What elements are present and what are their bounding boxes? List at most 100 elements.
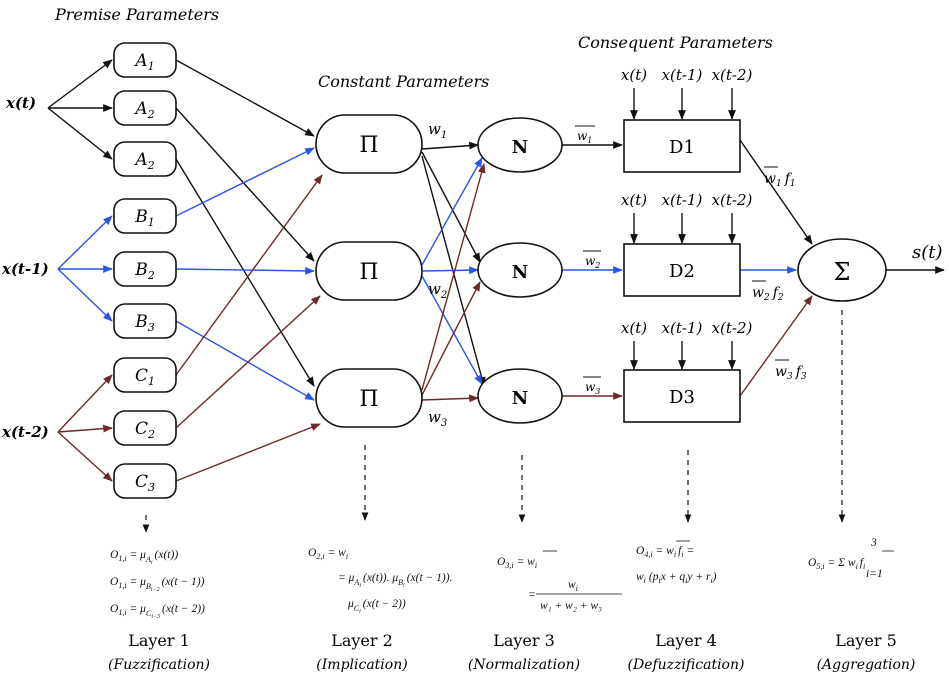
svg-text:D2: D2 (669, 261, 695, 282)
layer-name-2: Layer 2 (331, 631, 393, 650)
input-x-t-2: x(t-2) (1, 423, 49, 441)
connection-arrow (175, 158, 315, 387)
sigma-symbol: Σ (834, 258, 851, 286)
weight-w2: w2 (428, 280, 447, 301)
layer1-node-a2-1: A2 (113, 90, 177, 126)
pi-node-3: Π (315, 368, 423, 428)
svg-text:w1: w1 (577, 129, 592, 145)
pi-symbol-2: Π (359, 260, 378, 285)
consequent-input-label: x(t-2) (712, 191, 753, 209)
consequent-input-label: x(t) (621, 66, 647, 84)
consequent-input-labels: x(t) x(t-1) x(t-2) x(t) x(t-1) x(t-2) x(t) x(t-… (621, 66, 753, 337)
layer-desc-1: (Fuzzification) (108, 657, 210, 673)
svg-text:=: = (528, 589, 536, 601)
connection-arrow (739, 139, 813, 245)
norm-weight-3: w3 (583, 376, 601, 396)
layer-desc-4: (Defuzzification) (628, 657, 745, 673)
layer1-equations: O1,i = μAi(x(t)) O1,i = μBi−2(x(t − 1)) O1… (110, 549, 205, 620)
layer1-node-label: B1 (134, 207, 155, 229)
layer1-nodes: A1 A2 A2 B1 B2 B3 C1 C2 C3 (113, 42, 177, 499)
n-node-2: N (477, 242, 563, 298)
connection-arrow (57, 268, 113, 322)
pi-symbol-3: Π (359, 387, 378, 412)
weight-w1: w1 (428, 120, 447, 141)
defuzz-node-d1: D1 (623, 119, 741, 173)
premise-parameters-header: Premise Parameters (54, 5, 219, 24)
layer1-node-c1-6: C1 (113, 357, 177, 393)
input-x-t-1: x(t-1) (1, 260, 49, 278)
layer-name-3: Layer 3 (493, 631, 555, 650)
connection-arrow (47, 107, 113, 160)
connection-arrow (175, 320, 315, 401)
svg-text:O1,i= μBi−2(x(t − 1)): O1,i = μBi−2(x(t − 1)) (110, 576, 205, 593)
layer1-node-label: B2 (134, 260, 155, 282)
connection-arrow (57, 215, 113, 270)
connection-arrow (47, 59, 113, 109)
consequent-input-label: x(t-1) (662, 66, 703, 84)
layer-desc-5: (Aggregation) (817, 657, 916, 673)
layer-labels: Layer 1 (Fuzzification) Layer 2 (Implicatio… (108, 631, 915, 673)
connection-arrow (421, 266, 479, 275)
layer4-equations: O4,i = wi fi = wi (pix + qiy + ri) (636, 540, 717, 585)
layer1-node-label: A2 (133, 99, 154, 121)
connection-arrow (57, 374, 113, 433)
svg-text:D1: D1 (669, 137, 695, 158)
svg-text:μCi(x(t − 2)): μCi(x(t − 2)) (347, 598, 406, 615)
svg-text:i=1: i=1 (866, 568, 883, 580)
output-label-2: w2 f2 (752, 280, 784, 303)
consequent-input-label: x(t-2) (712, 319, 753, 337)
layer1-node-label: C2 (135, 419, 155, 441)
svg-text:w3: w3 (585, 380, 600, 396)
svg-text:O3,i= wi: O3,i = wi (497, 556, 537, 570)
layer1-node-label: A1 (133, 51, 154, 73)
connection-arrow (57, 424, 113, 433)
norm-weight-2: w2 (583, 250, 601, 270)
layer-desc-2: (Implication) (316, 657, 407, 673)
connection-arrow (421, 394, 479, 403)
connection-arrow (175, 266, 315, 275)
svg-text:3: 3 (870, 537, 877, 549)
svg-text:wi(pix + qiy + ri): wi (pix + qiy + ri) (636, 571, 717, 585)
connection-arrow (739, 295, 813, 397)
svg-text:w2: w2 (585, 254, 600, 270)
pi-symbol-1: Π (359, 133, 378, 158)
layer1-node-b2-4: B2 (113, 251, 177, 287)
svg-text:O2,i= wi: O2,i = wi (308, 547, 348, 561)
layer-name-1: Layer 1 (128, 631, 190, 650)
connection-arrow (175, 107, 315, 262)
layer1-node-a1-0: A1 (113, 42, 177, 78)
consequent-input-label: x(t-1) (662, 319, 703, 337)
connection-arrow (175, 147, 315, 217)
connection-arrow (421, 141, 479, 150)
constant-parameters-header: Constant Parameters (318, 72, 489, 91)
sigma-node: Σ (797, 238, 887, 302)
svg-text:D3: D3 (669, 387, 695, 408)
n-node-3: N (477, 368, 563, 424)
defuzz-node-d3: D3 (623, 369, 741, 423)
connection-arrow (175, 423, 321, 482)
n-node-1: N (477, 117, 563, 173)
layer1-node-c2-7: C2 (113, 410, 177, 446)
consequent-input-label: x(t) (621, 319, 647, 337)
layer1-node-label: A2 (133, 150, 154, 172)
connection-arrow (175, 59, 315, 137)
svg-text:= μAi(x(t)). μBi(x(t − 1)).: = μAi(x(t)). μBi(x(t − 1)). (338, 572, 452, 589)
final-output-label: s(t) (912, 242, 943, 263)
weight-w3: w3 (428, 408, 447, 429)
input-x-t: x(t) (5, 94, 36, 112)
layer2-equations: O2,i = wi = μAi(x(t)). μBi(x(t − 1)). μCi… (308, 547, 452, 615)
svg-text:O1,i= μAi(x(t)): O1,i = μAi(x(t)) (110, 549, 178, 566)
consequent-input-label: x(t-1) (662, 191, 703, 209)
layer1-node-a2-2: A2 (113, 141, 177, 177)
output-label-1: w1 f1 (764, 166, 796, 189)
pi-node-1: Π (315, 114, 423, 174)
layer-name-4: Layer 4 (655, 631, 717, 650)
connection-arrow (421, 151, 481, 263)
connection-arrow (421, 157, 483, 266)
connection-arrow (421, 275, 483, 385)
